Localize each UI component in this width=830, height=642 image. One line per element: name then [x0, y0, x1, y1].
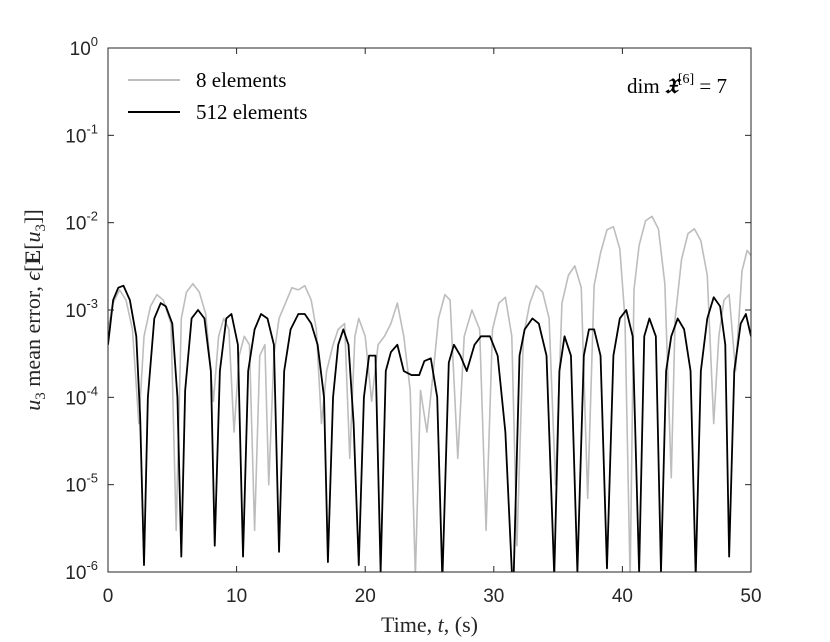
y-tick-label: 10-1 — [65, 121, 98, 147]
y-tick-label: 10-5 — [65, 471, 98, 497]
x-tick-label: 10 — [226, 586, 247, 607]
series-line-512-elements — [108, 284, 751, 572]
y-tick-label: 10-3 — [65, 296, 98, 322]
plot-area — [108, 48, 751, 572]
x-tick-label: 50 — [740, 586, 761, 607]
series-layer — [108, 215, 751, 572]
legend: 8 elements 512 elements — [128, 68, 307, 124]
x-tick-label: 30 — [483, 586, 504, 607]
x-axis-label: Time, t, (s) — [381, 612, 478, 637]
dimension-annotation: dim 𝔛[6] = 7 — [627, 72, 727, 98]
y-tick-label: 10-2 — [65, 209, 98, 235]
y-tick-label: 100 — [70, 34, 98, 60]
y-tick-label: 10-6 — [65, 558, 98, 584]
y-tick-label: 10-4 — [65, 383, 98, 409]
legend-label-8-elements: 8 elements — [196, 68, 286, 92]
legend-label-512-elements: 512 elements — [196, 100, 307, 124]
ticks-layer: 0 10 20 30 40 50 10-6 10-5 10-4 10-3 10-2 10-1 100 — [65, 34, 761, 607]
series-line-8-elements — [108, 215, 751, 572]
x-tick-label: 0 — [103, 586, 114, 607]
y-axis-label: u3 mean error, ϵ[E[u3]] — [20, 209, 49, 410]
x-tick-label: 40 — [612, 586, 633, 607]
x-tick-label: 20 — [355, 586, 376, 607]
